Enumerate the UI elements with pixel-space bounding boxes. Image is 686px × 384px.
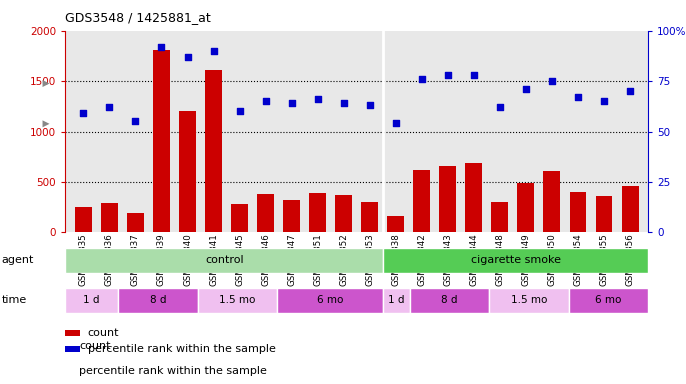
Bar (309, 193, 326, 232)
Text: 8 d: 8 d (441, 295, 458, 306)
Text: agent: agent (1, 255, 34, 265)
Point (598, 98, 609, 104)
Polygon shape (43, 120, 49, 127)
Point (338, 100, 349, 106)
Bar (465, 163, 482, 232)
Bar (543, 171, 560, 232)
Bar (283, 200, 300, 232)
Text: 1 d: 1 d (388, 295, 405, 306)
Text: percentile rank within the sample: percentile rank within the sample (88, 344, 276, 354)
Bar (569, 192, 587, 232)
Bar (491, 202, 508, 232)
Bar (517, 183, 534, 232)
Bar (118, 288, 198, 313)
Bar (335, 195, 352, 232)
Text: 6 mo: 6 mo (595, 295, 622, 306)
Point (234, 108, 245, 114)
Bar (127, 213, 144, 232)
Bar (231, 204, 248, 232)
Text: 1.5 mo: 1.5 mo (511, 295, 547, 306)
Polygon shape (43, 80, 49, 87)
Bar (65, 288, 118, 313)
Bar (101, 203, 118, 232)
Bar (205, 70, 222, 232)
Text: GDS3548 / 1425881_at: GDS3548 / 1425881_at (65, 11, 211, 24)
Point (573, 94, 584, 100)
Bar (439, 166, 456, 232)
Point (442, 72, 453, 78)
Point (416, 76, 427, 82)
Point (78, 110, 89, 116)
Point (364, 102, 375, 108)
Bar (65, 329, 80, 336)
Text: control: control (205, 255, 244, 265)
Bar (153, 50, 170, 232)
Text: count: count (79, 341, 110, 351)
Bar (179, 111, 196, 232)
Bar (257, 194, 274, 232)
Point (286, 100, 297, 106)
Text: cigarette smoke: cigarette smoke (471, 255, 560, 265)
Bar (65, 346, 80, 352)
Text: 6 mo: 6 mo (317, 295, 344, 306)
Point (260, 98, 271, 104)
Text: 1 d: 1 d (84, 295, 100, 306)
Point (521, 86, 532, 92)
Point (182, 54, 193, 60)
Bar (388, 216, 404, 232)
Bar (383, 248, 648, 273)
Bar (410, 288, 489, 313)
Bar (277, 288, 383, 313)
Bar (595, 195, 613, 232)
Bar (362, 202, 378, 232)
Point (390, 120, 401, 126)
Text: time: time (1, 295, 27, 306)
Bar (622, 187, 639, 232)
Point (312, 96, 323, 102)
Point (547, 78, 558, 84)
Bar (383, 288, 410, 313)
Bar (414, 170, 430, 232)
Bar (569, 288, 648, 313)
Point (130, 118, 141, 124)
Text: percentile rank within the sample: percentile rank within the sample (79, 366, 267, 376)
Text: 1.5 mo: 1.5 mo (220, 295, 256, 306)
Bar (198, 288, 277, 313)
Bar (65, 248, 383, 273)
Point (624, 88, 635, 94)
Bar (75, 207, 92, 232)
Bar (489, 288, 569, 313)
Point (495, 104, 506, 111)
Text: 8 d: 8 d (150, 295, 166, 306)
Point (156, 44, 167, 50)
Point (469, 72, 480, 78)
Point (208, 48, 219, 54)
Text: count: count (88, 328, 119, 338)
Point (104, 104, 115, 111)
